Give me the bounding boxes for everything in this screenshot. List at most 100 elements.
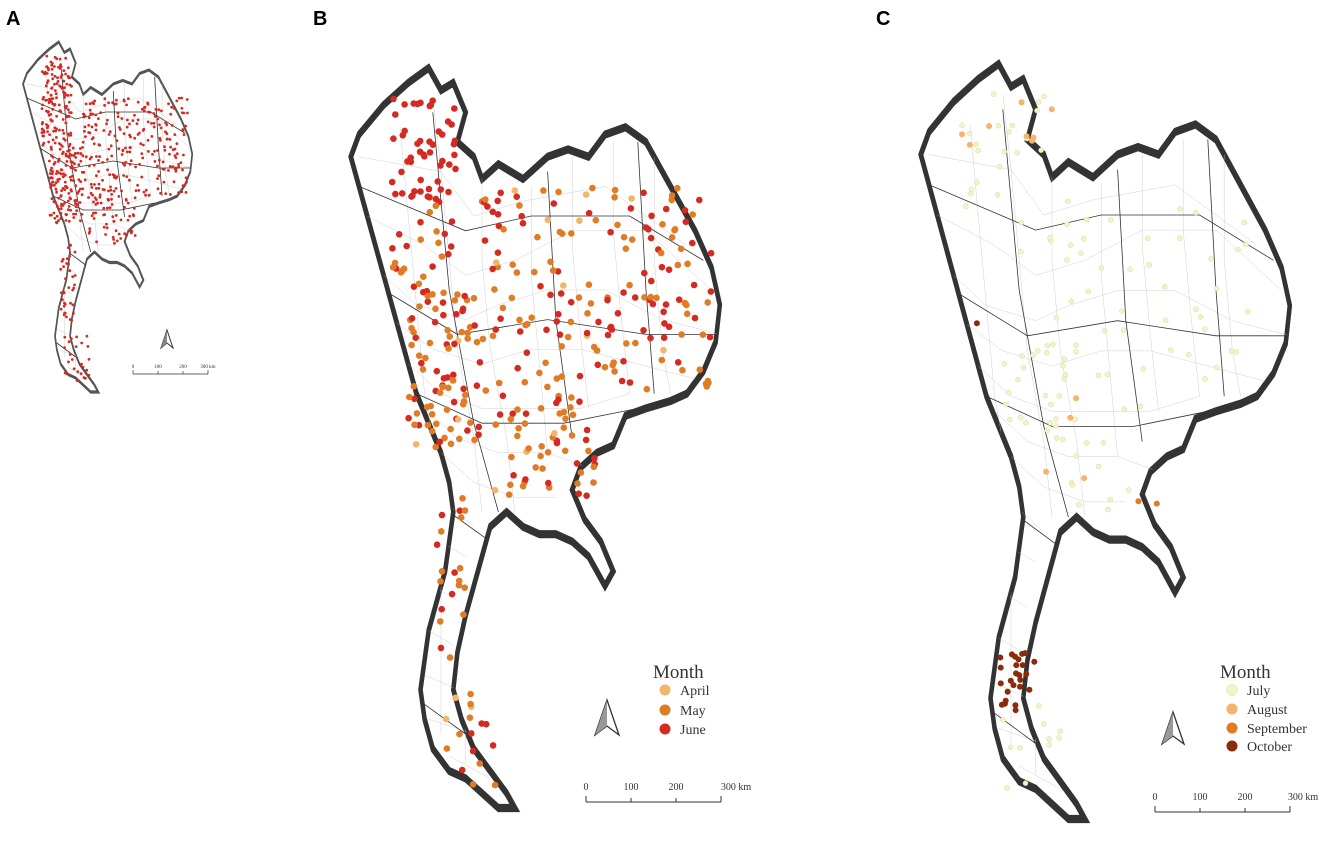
panel-c-case-point [1022,650,1029,657]
panel-a-case-point [63,173,67,177]
panel-b-case-point [514,364,521,372]
panel-a-case-point [99,111,103,114]
panel-b-case-point [555,310,562,318]
panel-a-case-point [169,193,172,196]
panel-a-case-point [86,345,90,348]
panel-b-case-point [647,234,655,242]
panel-a-case-point [55,96,58,100]
panel-a-case-point [66,94,70,97]
panel-b-case-point [590,463,598,471]
panel-a-case-point [81,140,85,144]
panel-c-case-point [997,654,1004,661]
panel-c-legend-swatch-september [1226,722,1238,734]
panel-c-case-point [1140,366,1147,372]
panel-c-case-point [1213,285,1220,292]
panel-a-case-point [159,139,162,142]
panel-c-case-point [1100,439,1107,446]
panel-a-case-point [63,371,67,375]
panel-a-case-point [167,102,170,106]
panel-b-case-point [390,135,397,142]
panel-b-scale-tick-300: 300 km [721,782,752,793]
panel-a-case-point [46,130,49,134]
panel-b-case-point [410,283,418,291]
panel-b-case-point [476,760,484,767]
panel-a-case-point [45,65,49,68]
panel-b-case-point [515,425,522,432]
panel-a-case-point [50,73,54,76]
panel-a-case-point [181,168,184,172]
panel-a-case-point [61,257,65,261]
panel-a-case-point [133,136,137,140]
panel-a-case-point [123,232,127,236]
panel-b-case-points [388,95,715,789]
panel-a-case-point [115,139,119,143]
panel-b-case-point [461,584,469,591]
panel-c-case-point [1202,326,1208,332]
panel-b-case-point [451,137,459,145]
panel-c-case-point [1047,234,1053,241]
panel-b-case-point [518,212,525,220]
panel-a-case-point [45,123,48,126]
panel-b-case-point [576,372,584,380]
panel-a-case-point [97,170,100,173]
panel-c-case-point [1031,658,1038,665]
panel-a-case-point [120,153,124,156]
panel-b-case-point [611,368,618,375]
panel-b-case-point [428,411,436,418]
panel-b-case-point [577,469,585,476]
panel-c-case-point [1127,266,1133,273]
panel-b-case-point [665,323,673,331]
panel-b-case-point [436,438,444,446]
panel-c-case-point [1061,376,1067,382]
panel-b-case-point [595,318,602,326]
panel-a-case-point [109,185,112,189]
panel-b-case-point [469,781,477,788]
panel-c-case-point [1202,376,1208,382]
panel-b-case-point [459,495,466,502]
panel-a-case-point [68,254,71,258]
panel-b-case-point [582,436,590,444]
panel-b-case-point [681,207,689,214]
panel-b-case-point [417,99,424,107]
panel-a-case-point [179,161,183,165]
panel-a-case-point [61,187,65,190]
panel-b-case-point [432,443,440,451]
panel-a-case-point [57,103,61,107]
panel-a-case-point [94,123,98,127]
panel-a-case-point [115,175,119,179]
panel-c-north-arrow [1160,710,1186,746]
panel-c-case-point [1013,670,1019,677]
panel-a-case-point [133,196,137,200]
panel-b-case-point [489,332,497,340]
panel-a-case-point [48,176,52,180]
panel-a-case-point [54,221,58,224]
panel-b-case-point [491,486,499,494]
panel-b-case-point [481,237,489,244]
panel-a-case-point [159,126,163,130]
panel-b-case-point [567,404,574,411]
panel-b-case-point [453,310,460,318]
panel-a-case-point [137,189,141,192]
panel-a-case-point [72,154,76,157]
panel-b-case-point [549,267,557,274]
panel-a-case-point [146,138,150,142]
panel-b-case-point [493,259,500,266]
panel-b-case-point [464,329,471,337]
panel-b-case-point [560,282,567,289]
panel-b-case-point [674,184,681,192]
panel-a-case-point [79,372,83,376]
panel-a-case-point [60,73,64,77]
panel-a-case-point [174,156,178,160]
panel-a-case-point [66,199,70,203]
panel-b-case-point [462,391,469,399]
panel-c-case-point [1107,496,1114,503]
panel-b-case-point [513,269,521,276]
panel-b-case-point [557,290,565,297]
panel-b-case-point [467,419,474,427]
panel-a-case-point [120,117,124,120]
panel-a-case-point [67,144,71,148]
panel-a-case-point [95,174,98,178]
panel-b-case-point [451,569,458,576]
panel-c-case-point [959,122,965,129]
panel-b-case-point [489,742,497,749]
